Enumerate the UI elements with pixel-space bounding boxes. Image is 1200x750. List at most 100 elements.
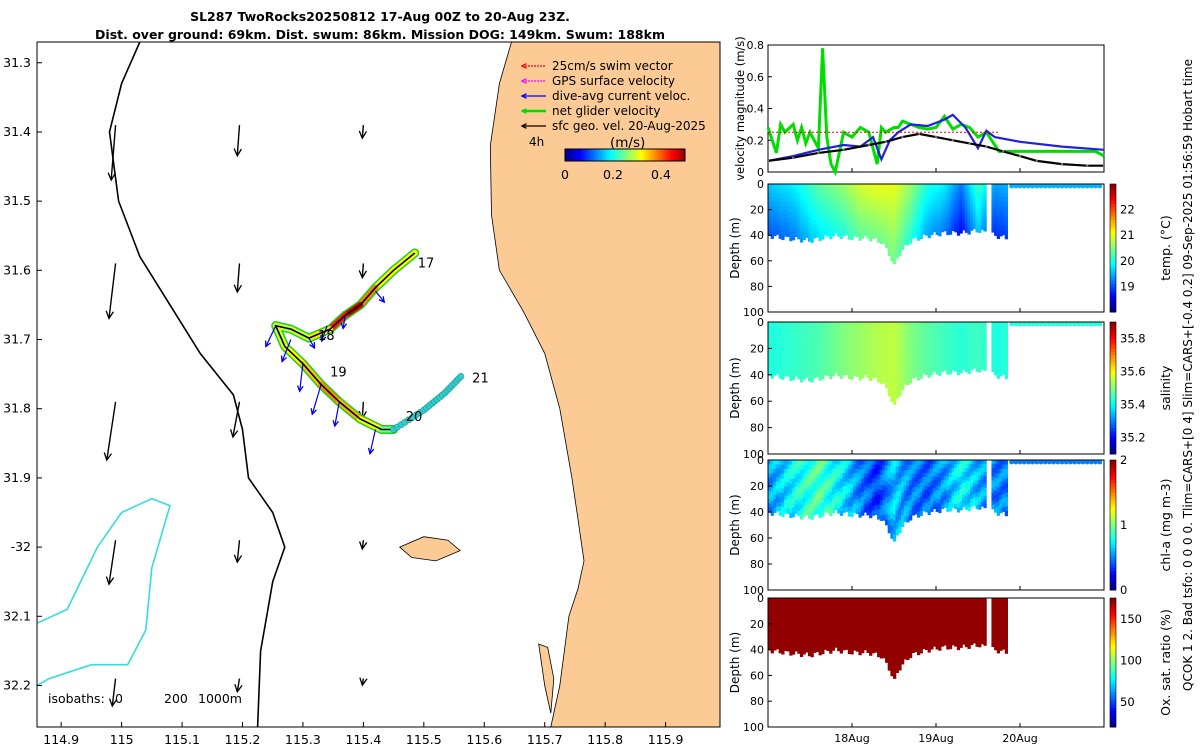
- section-cell: [874, 188, 878, 194]
- section-cell: [956, 188, 961, 194]
- colorbar-cell: [637, 149, 640, 161]
- section-cell: [964, 610, 969, 615]
- section-cell: [815, 335, 820, 341]
- section-cell: [807, 626, 812, 633]
- section-cell: [783, 218, 788, 224]
- section-cell: [778, 629, 782, 636]
- section-cell: [871, 345, 875, 351]
- section-cell: [943, 483, 947, 489]
- section-cell: [911, 460, 915, 466]
- day-label: 17: [418, 256, 435, 271]
- section-cell: [802, 345, 806, 352]
- section-cell: [948, 472, 953, 478]
- section-cell: [775, 213, 780, 219]
- section-cell: [951, 353, 955, 359]
- section-cell: [791, 197, 796, 204]
- section-cell: [901, 184, 905, 191]
- section-cell: [768, 619, 772, 625]
- surface-dot: [1034, 183, 1040, 189]
- section-cell: [829, 492, 833, 498]
- section-cell: [943, 199, 947, 205]
- section-cell: [768, 205, 772, 211]
- section-colorbar-cell: [1110, 427, 1116, 432]
- section-cell: [874, 368, 878, 374]
- section-cell: [850, 211, 854, 217]
- section-colorbar-frame: [1109, 183, 1117, 313]
- section-cell: [970, 605, 974, 611]
- section-cell: [951, 609, 955, 615]
- section-cell: [805, 322, 809, 328]
- section-cell: [863, 460, 868, 465]
- section-cell: [826, 326, 830, 332]
- section-cell: [916, 216, 921, 223]
- section-cell: [914, 206, 918, 212]
- section-cell: [954, 488, 958, 493]
- section-cell: [994, 201, 998, 206]
- section-cell: [898, 219, 902, 227]
- section-cell: [829, 184, 833, 190]
- section-cell: [837, 619, 841, 625]
- geo-vector: [105, 540, 117, 586]
- map-x-tick-label: 114.9: [43, 732, 79, 747]
- section-cell: [789, 598, 793, 604]
- section-cell: [773, 192, 777, 198]
- section-cell: [932, 460, 937, 465]
- section-cell: [956, 192, 961, 198]
- section-cell: [962, 353, 966, 358]
- section-cell: [975, 354, 979, 360]
- section-cell: [951, 479, 955, 485]
- section-cell: [863, 230, 868, 236]
- section-cell: [1004, 364, 1008, 370]
- section-cell: [850, 364, 854, 371]
- section-cell: [946, 606, 950, 612]
- velocity-y-label: velocity magnitude (m/s): [733, 36, 747, 181]
- section-cell: [842, 490, 846, 496]
- section-cell: [935, 330, 939, 336]
- section-cell: [877, 208, 881, 214]
- section-cell: [802, 488, 806, 494]
- section-cell: [821, 639, 825, 645]
- section-cell: [826, 188, 830, 194]
- section-cell: [826, 371, 830, 377]
- section-cell: [916, 488, 921, 494]
- section-cell: [914, 624, 918, 630]
- section-cell: [863, 352, 868, 358]
- section-cell: [850, 225, 854, 231]
- section-cell: [999, 645, 1003, 651]
- section-cell: [805, 611, 809, 617]
- section-cell: [938, 628, 942, 634]
- section-cell: [837, 637, 841, 643]
- section-cell: [906, 644, 910, 650]
- section-cell: [922, 476, 926, 482]
- section-cell: [908, 362, 913, 369]
- section-cell: [983, 601, 987, 607]
- section-cell: [959, 460, 963, 465]
- section-cell: [1004, 620, 1008, 627]
- section-cell: [874, 629, 878, 635]
- section-cell: [802, 635, 806, 641]
- section-cell: [996, 487, 1001, 493]
- section-cell: [783, 598, 788, 603]
- section-cell: [842, 322, 846, 328]
- section-cell: [815, 620, 820, 626]
- section-cell: [893, 223, 897, 232]
- section-cell: [1004, 464, 1008, 470]
- colorbar-tick-label: 0.4: [651, 167, 671, 182]
- section-cell: [895, 522, 899, 530]
- colorbar-label: (m/s): [610, 135, 645, 151]
- section-cell: [855, 495, 860, 501]
- section-cell: [797, 460, 801, 466]
- section-y-tick-label: 100: [743, 448, 764, 461]
- section-cell: [879, 510, 883, 516]
- section-cell: [922, 610, 926, 616]
- section-cell: [847, 364, 852, 370]
- section-cell: [893, 520, 897, 528]
- section-cell: [887, 658, 891, 665]
- section-cell: [778, 492, 782, 498]
- section-cell: [882, 500, 886, 506]
- section-cell: [789, 464, 793, 471]
- section-cell: [871, 224, 875, 230]
- section-cell: [802, 331, 806, 337]
- projected-track-dot: [457, 373, 465, 380]
- section-cell: [839, 359, 844, 365]
